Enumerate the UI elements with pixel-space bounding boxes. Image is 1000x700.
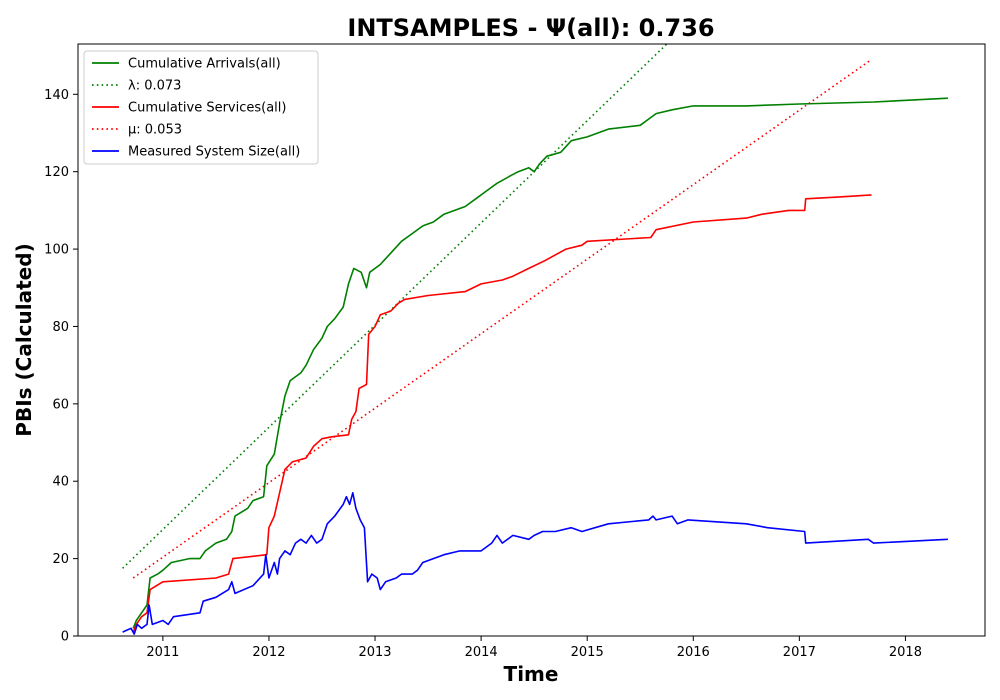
series-line-fit-1 xyxy=(122,44,668,569)
series-line-cumulative-services-all-2 xyxy=(132,194,872,633)
x-tick-label: 2017 xyxy=(783,645,816,660)
legend-label-measured-system-size-all-4: Measured System Size(all) xyxy=(128,145,300,160)
y-tick-label: 40 xyxy=(52,475,69,490)
legend-label-fit-3: μ: 0.053 xyxy=(128,123,182,138)
series-line-cumulative-arrivals-all-0 xyxy=(132,97,948,629)
x-tick-label: 2018 xyxy=(889,645,922,660)
legend: Cumulative Arrivals(all) λ: 0.073 Cumulati… xyxy=(83,50,319,165)
x-tick-label: 2013 xyxy=(358,645,391,660)
y-tick-label: 100 xyxy=(44,243,69,258)
y-tick-label: 20 xyxy=(52,552,69,567)
x-axis-title: Time xyxy=(504,662,559,686)
y-axis-title: PBIs (Calculated) xyxy=(12,243,36,436)
x-axis: 2011 2012 2013 2014 2015 2016 2017 2018 xyxy=(146,636,922,660)
plot-frame xyxy=(77,43,986,637)
plot-area xyxy=(122,44,948,635)
x-tick-label: 2014 xyxy=(465,645,498,660)
series-line-fit-3 xyxy=(132,58,872,579)
legend-label-cumulative-arrivals-all-0: Cumulative Arrivals(all) xyxy=(128,57,281,72)
x-tick-label: 2016 xyxy=(677,645,710,660)
y-tick-label: 60 xyxy=(52,397,69,412)
y-tick-label: 80 xyxy=(52,320,69,335)
chart-title: INTSAMPLES - Ψ(all): 0.736 xyxy=(347,14,714,42)
y-tick-label: 140 xyxy=(44,88,69,103)
legend-label-fit-1: λ: 0.073 xyxy=(128,79,181,94)
x-tick-label: 2012 xyxy=(252,645,285,660)
x-tick-label: 2011 xyxy=(146,645,179,660)
x-tick-label: 2015 xyxy=(571,645,604,660)
y-tick-label: 0 xyxy=(61,630,69,645)
legend-box xyxy=(83,50,319,165)
y-tick-label: 120 xyxy=(44,165,69,180)
series-line-measured-system-size-all-4 xyxy=(122,491,948,635)
legend-label-cumulative-services-all-2: Cumulative Services(all) xyxy=(128,101,286,116)
y-axis: 0 20 40 60 80 100 120 140 xyxy=(44,88,78,645)
